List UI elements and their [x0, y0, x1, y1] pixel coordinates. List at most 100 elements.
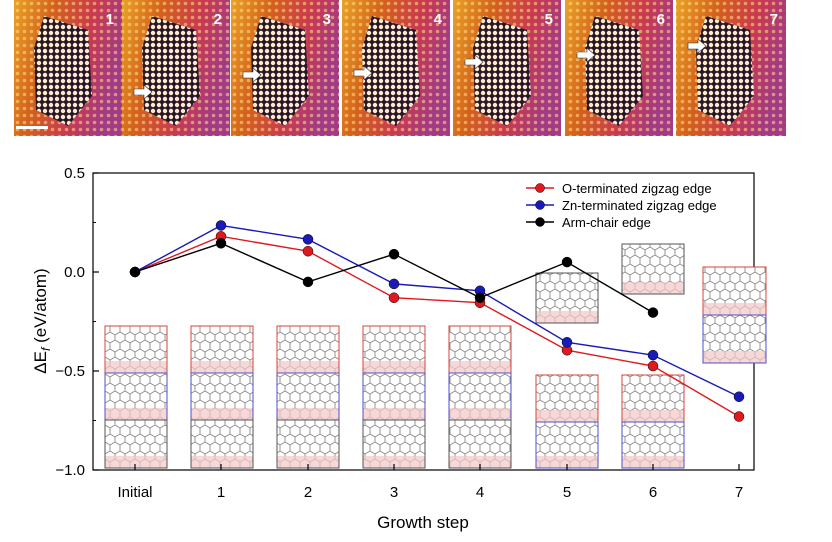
stem-panel: 2 — [122, 0, 230, 136]
stem-panel: 3 — [231, 0, 339, 136]
arrow-icon — [133, 84, 153, 100]
inset-edge — [449, 361, 511, 373]
inset-edge — [105, 361, 167, 373]
inset-edge — [363, 456, 425, 468]
inset-edge — [363, 361, 425, 373]
data-point — [215, 220, 227, 231]
legend-label: Arm-chair edge — [562, 215, 651, 230]
y-axis-ticks: 0.5 0.0 −0.5 −1.0 — [55, 165, 99, 479]
structure-inset — [104, 419, 168, 469]
series-line — [134, 235, 740, 418]
crystal-island — [585, 16, 643, 126]
crystal-island — [696, 16, 754, 126]
inset-edge — [191, 456, 253, 468]
inset-edge — [363, 408, 425, 420]
structure-inset — [702, 314, 767, 364]
data-point — [647, 307, 659, 318]
structure-inset — [535, 374, 599, 423]
data-point — [388, 292, 400, 303]
legend: O-terminated zigzag edge Zn-terminated zi… — [526, 181, 717, 230]
y-tick-label: −0.5 — [55, 363, 85, 380]
structure-inset — [621, 243, 685, 295]
panel-label: 5 — [545, 11, 553, 28]
stem-panel: 5 — [453, 0, 561, 136]
structure-inset — [448, 325, 512, 374]
data-point — [733, 411, 745, 422]
structure-inset — [104, 372, 168, 421]
data-point — [302, 245, 314, 257]
inset-edge — [622, 456, 684, 468]
legend-label: O-terminated zigzag edge — [562, 181, 712, 196]
x-axis-label: Growth step — [377, 513, 469, 532]
panel-label: 2 — [214, 11, 222, 28]
panel-label: 3 — [323, 11, 331, 28]
x-tick-label: Initial — [117, 484, 152, 501]
inset-edge — [105, 456, 167, 468]
inset-edge — [277, 456, 339, 468]
y-axis-label: ΔEf (eV/atom) — [31, 268, 53, 373]
y-tick-label: 0.5 — [64, 165, 85, 182]
data-point — [129, 266, 141, 278]
panel-label: 4 — [434, 11, 443, 28]
data-point — [647, 360, 659, 372]
structure-inset — [535, 272, 599, 324]
arrow-icon — [464, 54, 484, 70]
legend-marker — [535, 200, 545, 210]
structure-inset — [362, 419, 426, 469]
arrow-icon — [687, 38, 707, 54]
stem-panel: 4 — [342, 0, 450, 136]
data-point — [388, 278, 400, 290]
inset-edge — [703, 351, 766, 363]
data-point — [302, 276, 314, 288]
structure-inset — [362, 372, 426, 421]
inset-edge — [703, 303, 766, 315]
inset-edge — [622, 282, 684, 294]
stem-panel: 7 — [676, 0, 786, 136]
inset-frame — [104, 419, 168, 469]
stem-panel: 6 — [565, 0, 673, 136]
inset-frame — [702, 314, 767, 364]
legend-label: Zn-terminated zigzag edge — [562, 198, 717, 213]
x-tick-label: 6 — [649, 484, 657, 501]
crystal-island — [251, 16, 309, 126]
x-tick-label: 1 — [217, 484, 225, 501]
data-point — [302, 234, 314, 245]
panel-label: 6 — [657, 11, 665, 28]
inset-edge — [536, 311, 598, 323]
inset-edge — [191, 361, 253, 373]
structure-inset — [104, 325, 168, 374]
panel-label: 7 — [770, 11, 778, 28]
y-tick-label: −1.0 — [55, 462, 85, 479]
x-axis-ticks: Initial 1 2 3 4 5 6 7 — [117, 464, 743, 501]
inset-edge — [277, 408, 339, 420]
data-point — [647, 349, 659, 361]
x-tick-label: 2 — [304, 484, 312, 501]
inset-frame — [535, 272, 599, 324]
x-tick-label: 3 — [390, 484, 398, 501]
structure-inset — [190, 372, 254, 421]
structure-inset — [276, 325, 340, 374]
structure-inset — [190, 325, 254, 374]
crystal-island — [473, 16, 531, 126]
arrow-icon — [576, 47, 596, 63]
structure-inset — [702, 266, 767, 316]
y-tick-label: 0.0 — [64, 264, 85, 281]
crystal-island — [142, 16, 200, 126]
structure-inset — [276, 419, 340, 469]
data-point — [561, 256, 573, 268]
series-line — [134, 224, 740, 398]
scale-bar — [16, 126, 48, 129]
stem-panel: 1 — [14, 0, 122, 136]
structure-inset — [621, 374, 685, 423]
inset-edge — [449, 456, 511, 468]
data-point — [561, 337, 573, 348]
data-point — [388, 248, 400, 260]
legend-marker — [535, 183, 545, 193]
crystal-island — [34, 16, 92, 126]
structure-inset — [535, 421, 599, 469]
inset-frame — [621, 243, 685, 295]
crystal-island — [362, 16, 420, 126]
inset-edge — [622, 410, 684, 422]
inset-edge — [536, 410, 598, 422]
